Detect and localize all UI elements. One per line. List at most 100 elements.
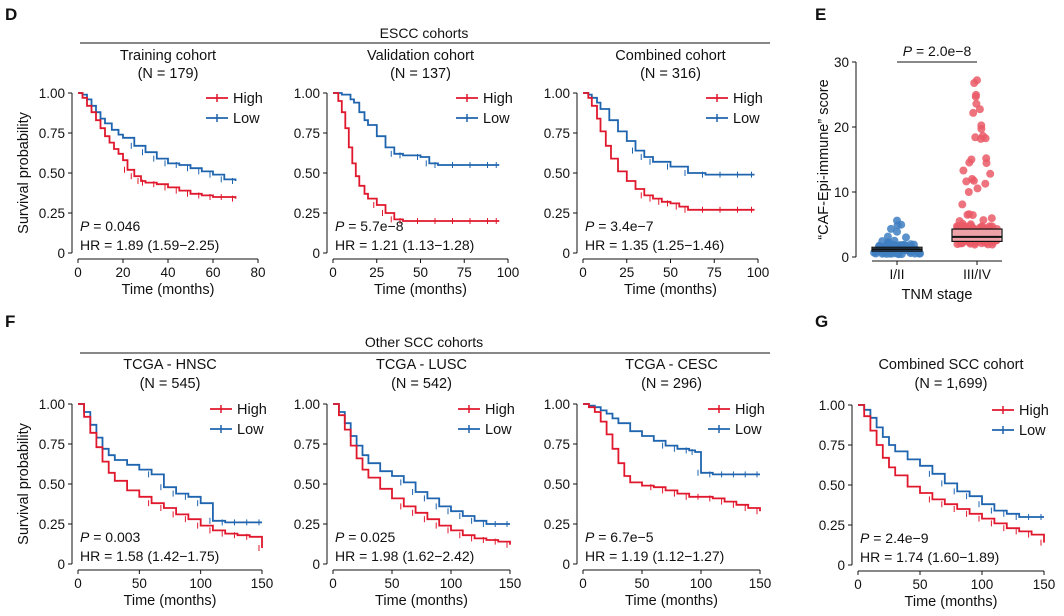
km-curve-low [78, 92, 237, 181]
x-tick-label: 100 [497, 265, 520, 280]
data-point [981, 179, 990, 188]
data-point [972, 90, 980, 99]
data-point [893, 227, 901, 236]
p-value: = 5.7e−8 [344, 218, 403, 234]
x-tick-label: 50 [132, 576, 147, 591]
x-tick-label: 100 [690, 576, 713, 591]
legend-label-high: High [483, 91, 513, 107]
p-value-text: P = 2.4e−9 [860, 530, 929, 546]
data-point [986, 169, 995, 178]
panel-letter-g: G [815, 312, 828, 331]
x-tick-label: 50 [384, 576, 399, 591]
chart-title: TCGA - CESC [625, 357, 718, 373]
legend-label-high: High [735, 402, 765, 418]
x-axis-title: Time (months) [124, 593, 217, 609]
hazard-ratio-text: HR = 1.89 (1.59−2.25) [80, 237, 219, 253]
scc-header: Other SCC cohorts [365, 334, 483, 350]
chart-title: Training cohort [120, 48, 216, 64]
km-chart-lusc: TCGA - LUSC (N = 542) 0 0.25 0.50 0.75 1.00 0 50… [294, 357, 522, 609]
km-curve-low [858, 404, 1044, 518]
y-tick-label: 0.50 [544, 477, 570, 492]
y-tick-label: 0.75 [544, 126, 570, 141]
x-tick-label: 0 [74, 265, 82, 280]
data-point [958, 200, 967, 209]
p-value: = 2.4e−9 [869, 530, 928, 546]
y-tick-label: 0.75 [294, 437, 320, 452]
x-tick-label: 0 [579, 576, 587, 591]
p-value-text: P = 2.0e−8 [903, 43, 972, 59]
data-point [964, 188, 973, 196]
box-III/IV [951, 228, 1003, 243]
y-tick-label: 0.75 [39, 437, 65, 452]
p-symbol: P [903, 43, 913, 59]
x-axis-title: TNM stage [902, 287, 973, 303]
chart-title: Validation cohort [367, 48, 474, 64]
y-tick-label: 0.50 [39, 166, 65, 181]
y-tick-label: 0.75 [544, 437, 570, 452]
x-axis-title: Time (months) [624, 282, 717, 298]
x-tick-label: 0 [329, 576, 337, 591]
y-axis-title: Survival probability [16, 111, 32, 233]
chart-subtitle: (N = 296) [641, 376, 702, 392]
x-tick-label: 100 [440, 576, 463, 591]
km-chart-cesc: TCGA - CESC (N = 296) 0 0.25 0.50 0.75 1.00 0 50… [544, 357, 772, 609]
y-tick-label: 0.75 [39, 126, 65, 141]
y-tick-label: 0 [57, 246, 65, 261]
escc-header: ESCC cohorts [380, 25, 469, 41]
legend-label-low: Low [233, 111, 260, 127]
km-curve-low [333, 92, 500, 166]
p-symbol: P [335, 218, 345, 234]
chart-subtitle: (N = 1,699) [915, 376, 988, 392]
data-point [975, 105, 984, 114]
x-tick-label: 100 [189, 576, 212, 591]
y-tick-label: 1.00 [294, 86, 320, 101]
km-curve-low [583, 92, 755, 176]
p-value: = 3.4e−7 [594, 218, 653, 234]
x-tick-label: 150 [499, 576, 522, 591]
km-curve-low [78, 403, 262, 524]
y-tick-label: 1.00 [544, 86, 570, 101]
y-tick-label: 0.75 [294, 126, 320, 141]
y-tick-label: 1.00 [819, 398, 845, 413]
km-curve-high [78, 92, 237, 199]
x-axis-title: Time (months) [374, 282, 467, 298]
data-point [965, 158, 974, 167]
box-chart-tnm-stage: 0 10 20 30 I/II III/IV TNM stage “CAF-Epi-immun… [816, 43, 1003, 303]
y-tick-label: 0.50 [39, 477, 65, 492]
data-point [959, 166, 968, 175]
data-point [962, 177, 971, 186]
legend-label-high: High [485, 402, 515, 418]
y-tick-label: 0.25 [39, 517, 65, 532]
legend-label-high: High [1019, 403, 1049, 419]
p-symbol: P [585, 218, 595, 234]
km-chart-validation: Validation cohort (N = 137) 0 0.25 0.50 0.75 1… [294, 48, 520, 298]
x-tick-label: 100 [971, 577, 994, 592]
y-axis-title: Survival probability [16, 422, 32, 544]
x-tick-label: 100 [747, 265, 770, 280]
x-tick-label: 80 [250, 265, 265, 280]
km-curve-high [333, 92, 500, 222]
legend-label-low: Low [485, 422, 512, 438]
data-point [893, 216, 901, 225]
legend-label-low: Low [733, 111, 760, 127]
y-tick-label: 0 [837, 558, 845, 573]
p-symbol: P [585, 529, 595, 545]
x-tick-label: 0 [74, 576, 82, 591]
x-tick-label: 0 [329, 265, 337, 280]
x-tick-label: 150 [749, 576, 772, 591]
data-point [965, 210, 974, 219]
x-tick-label: III/IV [963, 267, 991, 282]
x-tick-label: 40 [160, 265, 175, 280]
chart-title: Combined cohort [615, 48, 725, 64]
y-tick-label: 1.00 [544, 397, 570, 412]
km-chart-combined-scc: Combined SCC cohort (N = 1,699) 0 0.25 0.50 0… [819, 357, 1056, 610]
p-value-text: P = 0.046 [80, 218, 141, 234]
chart-title: TCGA - HNSC [123, 357, 216, 373]
y-tick-label: 0.50 [544, 166, 570, 181]
km-curve-low [333, 403, 510, 525]
y-tick-label: 0 [57, 557, 65, 572]
p-value: = 6.7e−5 [594, 529, 653, 545]
y-tick-label: 0.25 [819, 518, 845, 533]
panel-letter-f: F [5, 312, 15, 331]
x-tick-label: 50 [912, 577, 927, 592]
